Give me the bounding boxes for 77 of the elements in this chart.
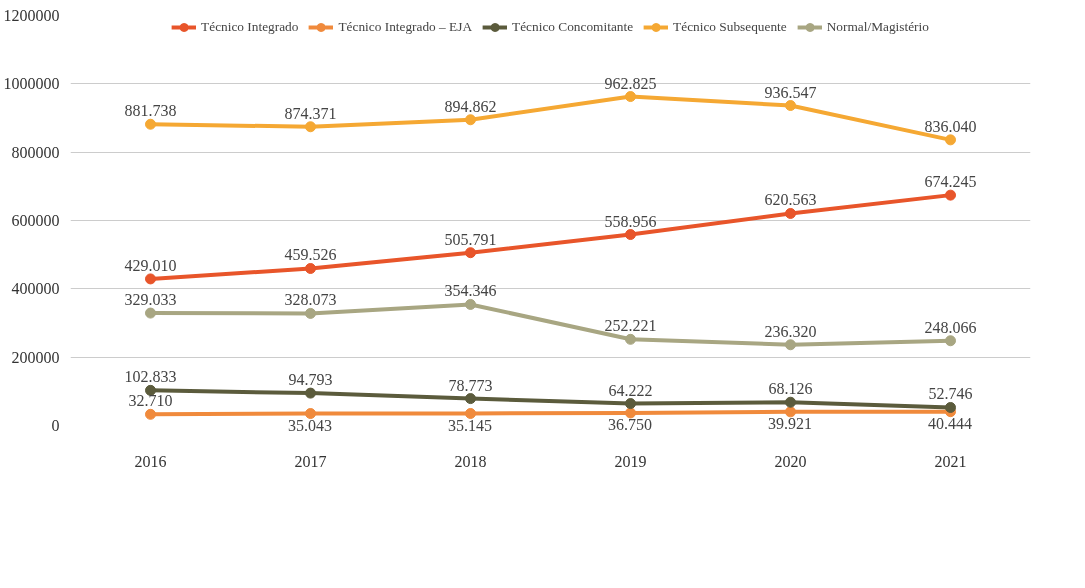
- legend-label: Técnico Integrado – EJA: [338, 19, 473, 35]
- point: [625, 398, 636, 410]
- point: [305, 387, 316, 399]
- x-tick-label: 2016: [134, 452, 167, 470]
- point: [305, 121, 316, 133]
- point: [145, 307, 156, 319]
- point: [305, 263, 316, 274]
- y-tick-label: 800000: [11, 143, 60, 161]
- point: [785, 100, 796, 111]
- data-label: 429.010: [124, 256, 177, 274]
- data-label: 558.956: [604, 212, 657, 230]
- point: [785, 396, 796, 408]
- point: [625, 229, 636, 241]
- point: [145, 384, 156, 396]
- y-tick-label: 0: [51, 417, 60, 434]
- data-label: 962.825: [604, 74, 657, 92]
- data-label: 68.126: [768, 380, 813, 398]
- point: [465, 298, 476, 310]
- data-label: 674.245: [924, 173, 977, 191]
- point: [465, 247, 476, 259]
- data-label: 881.738: [124, 102, 177, 120]
- point: [305, 408, 316, 420]
- legend-label: Normal/Magistério: [826, 19, 929, 35]
- data-label: 936.547: [764, 83, 817, 101]
- x-tick-label: 2021: [934, 452, 967, 470]
- x-tick-label: 2019: [614, 452, 647, 470]
- data-label: 36.750: [608, 416, 652, 435]
- point: [465, 408, 476, 419]
- point: [305, 307, 316, 319]
- data-label: 252.221: [604, 317, 657, 335]
- data-label: 505.791: [444, 230, 497, 248]
- y-tick-label: 1000000: [3, 75, 60, 93]
- legend-label: Técnico Integrado: [201, 19, 299, 35]
- y-tick-label: 1200000: [3, 7, 60, 24]
- x-tick-label: 2020: [774, 452, 807, 470]
- data-label: 39.921: [768, 415, 812, 434]
- data-label: 64.222: [608, 381, 653, 399]
- data-label: 329.033: [124, 291, 177, 309]
- data-label: 40.444: [928, 415, 972, 434]
- data-label: 236.320: [764, 322, 817, 340]
- point: [785, 207, 796, 219]
- point: [945, 335, 956, 347]
- point: [625, 91, 636, 103]
- data-label: 328.073: [284, 291, 337, 309]
- y-tick-label: 200000: [11, 348, 60, 366]
- point: [945, 134, 956, 146]
- data-label: 894.862: [444, 97, 497, 115]
- data-label: 102.833: [124, 368, 177, 386]
- point: [465, 393, 476, 405]
- x-tick-label: 2018: [454, 452, 487, 470]
- data-label: 459.526: [284, 246, 337, 264]
- legend-label: Técnico Subsequente: [673, 19, 787, 35]
- data-label: 32.710: [128, 392, 173, 410]
- point: [625, 407, 636, 419]
- point: [785, 339, 796, 351]
- point: [145, 273, 156, 285]
- y-tick-label: 400000: [11, 280, 60, 298]
- data-label: 620.563: [764, 191, 817, 209]
- point: [945, 401, 956, 413]
- data-label: 836.040: [924, 117, 977, 135]
- data-label: 874.371: [284, 104, 337, 122]
- point: [465, 114, 476, 126]
- point: [625, 333, 636, 345]
- data-label: 248.066: [924, 318, 977, 336]
- data-label: 78.773: [448, 376, 493, 394]
- point: [785, 406, 796, 418]
- y-tick-label: 600000: [11, 212, 60, 229]
- data-label: 52.746: [928, 385, 973, 403]
- point: [145, 408, 156, 420]
- point: [945, 189, 956, 201]
- data-label: 354.346: [444, 282, 497, 300]
- data-label: 35.145: [448, 416, 492, 435]
- legend-label: Técnico Concomitante: [512, 19, 634, 35]
- data-label: 94.793: [288, 371, 333, 389]
- point: [145, 118, 156, 130]
- data-label: 35.043: [288, 417, 332, 436]
- x-tick-label: 2017: [294, 452, 327, 470]
